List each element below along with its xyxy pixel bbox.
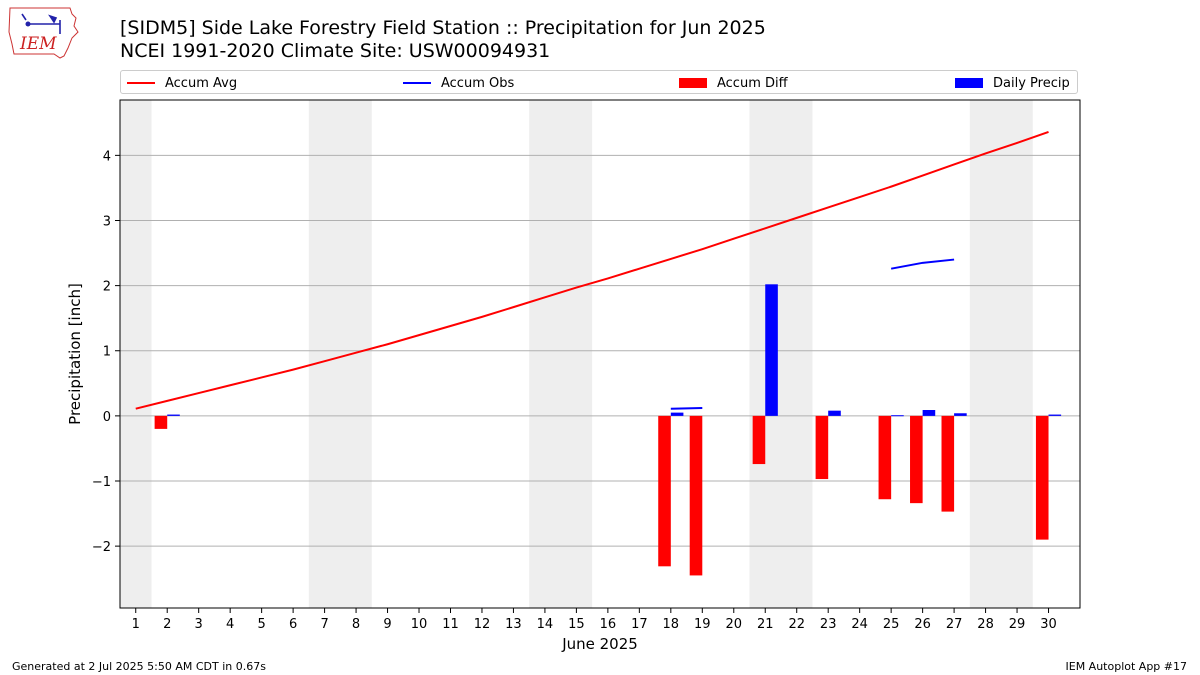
legend-item-daily-precip: Daily Precip <box>955 74 1070 92</box>
x-tick-label: 14 <box>537 617 554 632</box>
y-tick-label: 2 <box>103 280 111 295</box>
accum-diff-bar <box>658 415 671 567</box>
x-tick-label: 25 <box>883 617 900 632</box>
x-tick-label: 21 <box>757 617 774 632</box>
x-tick-label: 4 <box>226 617 234 632</box>
x-tick-label: 1 <box>132 617 140 632</box>
y-tick-label: −2 <box>92 540 111 555</box>
x-tick-label: 11 <box>442 617 459 632</box>
y-tick-label: 3 <box>103 214 111 229</box>
x-tick-label: 27 <box>946 617 963 632</box>
x-tick-label: 17 <box>631 617 648 632</box>
legend-label-accum-diff: Accum Diff <box>717 75 788 91</box>
y-tick-label: 0 <box>103 410 111 425</box>
daily-precip-bar <box>922 410 936 416</box>
daily-precip-bar <box>954 413 967 416</box>
daily-precip-bar <box>1048 414 1062 416</box>
plot-area-frame <box>119 99 1081 609</box>
daily-precip-bar <box>670 412 684 416</box>
chart-title: [SIDM5] Side Lake Forestry Field Station… <box>120 17 766 39</box>
legend-swatch-accum-avg <box>127 82 155 84</box>
weekend-shading-band <box>308 100 372 608</box>
accum-diff-bar <box>815 415 829 480</box>
accum-obs-line <box>890 258 955 270</box>
legend-label-daily-precip: Daily Precip <box>993 75 1070 91</box>
accum-avg-line <box>135 130 1049 410</box>
x-tick-label: 8 <box>352 617 360 632</box>
chart-subtitle: NCEI 1991-2020 Climate Site: USW00094931 <box>120 40 551 62</box>
legend-swatch-daily-precip <box>955 78 983 88</box>
x-tick-label: 15 <box>568 617 585 632</box>
x-tick-label: 7 <box>320 617 328 632</box>
y-tick-label: −1 <box>92 475 111 490</box>
y-axis-label: Precipitation [inch] <box>66 283 84 425</box>
accum-obs-line <box>670 407 703 410</box>
legend-swatch-accum-obs <box>403 82 431 84</box>
x-tick-label: 10 <box>411 617 428 632</box>
x-tick-label: 9 <box>383 617 391 632</box>
x-tick-label: 20 <box>725 617 742 632</box>
legend-item-accum-avg: Accum Avg <box>127 74 237 92</box>
x-tick-label: 3 <box>195 617 203 632</box>
x-tick-label: 6 <box>289 617 297 632</box>
legend-item-accum-diff: Accum Diff <box>679 74 788 92</box>
x-tick-label: 23 <box>820 617 837 632</box>
accum-diff-bar <box>689 415 703 576</box>
x-tick-label: 19 <box>694 617 711 632</box>
accum-diff-bar <box>878 415 892 500</box>
daily-precip-bar <box>828 410 841 416</box>
logo-text: IEM <box>19 34 57 54</box>
x-tick-label: 12 <box>474 617 491 632</box>
legend-item-accum-obs: Accum Obs <box>403 74 514 92</box>
accum-diff-bar <box>910 415 923 504</box>
x-tick-label: 29 <box>1009 617 1026 632</box>
daily-precip-bar <box>167 414 180 416</box>
accum-diff-bar <box>1035 415 1049 540</box>
x-tick-label: 30 <box>1040 617 1057 632</box>
weekend-shading-band <box>120 100 152 608</box>
weekend-shading-band <box>969 100 1033 608</box>
x-tick-label: 28 <box>977 617 994 632</box>
legend-label-accum-obs: Accum Obs <box>441 75 515 91</box>
accum-diff-bar <box>752 415 766 465</box>
iowa-outline-shape <box>8 7 79 59</box>
y-tick-label: 1 <box>103 345 111 360</box>
x-axis-label: June 2025 <box>561 635 638 653</box>
accum-diff-bar <box>941 415 955 512</box>
chart-legend: Accum Avg Accum Obs Accum Diff Daily Pre… <box>120 70 1078 94</box>
legend-swatch-accum-diff <box>679 78 707 88</box>
daily-precip-bar <box>891 415 904 417</box>
weekend-shading-band <box>529 100 593 608</box>
x-tick-label: 16 <box>600 617 617 632</box>
legend-label-accum-avg: Accum Avg <box>165 75 238 91</box>
daily-precip-bar <box>765 284 778 416</box>
logo-gauge-icon <box>21 13 61 34</box>
footer-app-text: IEM Autoplot App #17 <box>1065 660 1188 673</box>
x-tick-label: 13 <box>505 617 522 632</box>
y-tick-label: 4 <box>103 149 111 164</box>
x-tick-label: 5 <box>257 617 265 632</box>
accum-diff-bar <box>154 415 168 429</box>
weekend-shading-band <box>749 100 813 608</box>
footer-generated-text: Generated at 2 Jul 2025 5:50 AM CDT in 0… <box>12 660 266 673</box>
x-tick-label: 24 <box>851 617 868 632</box>
x-tick-label: 2 <box>163 617 171 632</box>
iem-logo: IEM <box>8 7 79 59</box>
x-tick-label: 26 <box>914 617 931 632</box>
x-tick-label: 18 <box>663 617 680 632</box>
x-tick-label: 22 <box>788 617 805 632</box>
